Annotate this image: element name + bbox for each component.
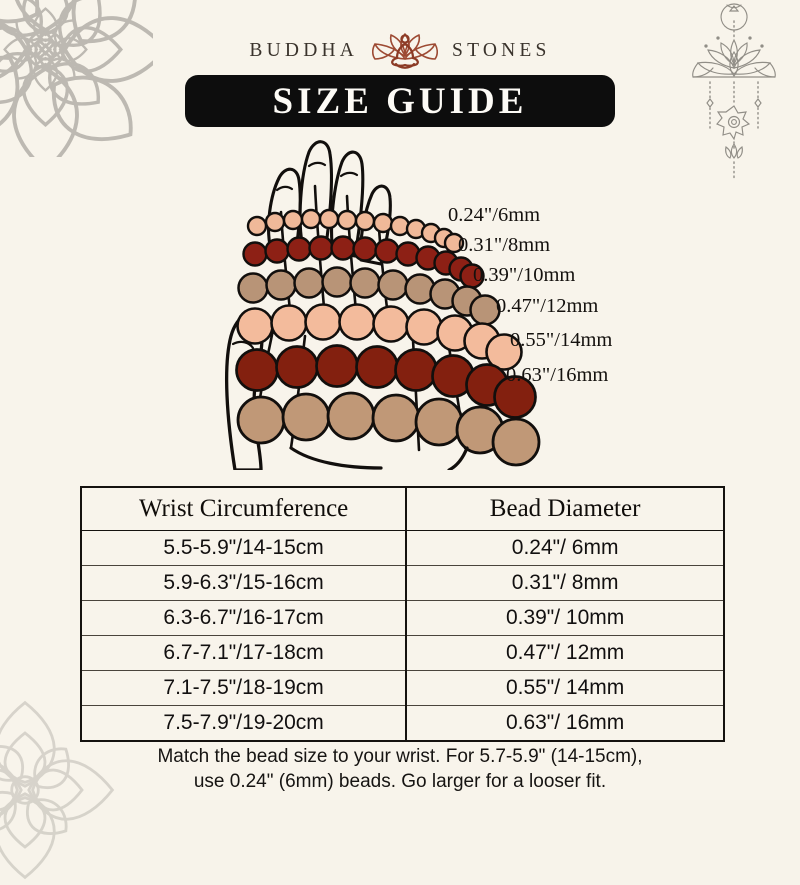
brand-word-right: STONES xyxy=(452,40,551,61)
table-row: 7.5-7.9"/19-20cm 0.63"/ 16mm xyxy=(81,705,724,741)
cell-wrist: 6.7-7.1"/17-18cm xyxy=(81,635,408,671)
cell-bead: 0.55"/ 14mm xyxy=(406,670,724,706)
cell-bead: 0.47"/ 12mm xyxy=(406,635,724,671)
page-title: SIZE GUIDE xyxy=(272,80,528,122)
column-header-bead-diameter: Bead Diameter xyxy=(406,487,724,531)
size-guide-banner: SIZE GUIDE xyxy=(185,75,615,127)
bead-label-10mm: 0.39"/10mm xyxy=(473,264,576,286)
lotus-ornament-icon xyxy=(692,3,776,179)
footer-line-1: Match the bead size to your wrist. For 5… xyxy=(157,746,643,767)
size-table: Wrist Circumference Bead Diameter 5.5-5.… xyxy=(80,486,725,742)
bead-label-6mm: 0.24"/6mm xyxy=(448,204,541,226)
cell-bead: 0.63"/ 16mm xyxy=(505,711,625,734)
cell-bead: 0.24"/ 6mm xyxy=(406,530,724,566)
cell-wrist: 5.9-6.3"/15-16cm xyxy=(81,565,408,601)
column-header-wrist-circumference: Wrist Circumference xyxy=(81,487,408,531)
table-row: 7.1-7.5"/18-19cm 0.55"/ 14mm xyxy=(81,670,724,706)
cell-wrist: 5.5-5.9"/14-15cm xyxy=(81,530,408,566)
cell-wrist: 6.3-6.7"/16-17cm xyxy=(81,600,408,636)
hand-wearing-bracelets-illustration xyxy=(195,130,615,470)
bead-label-16mm: 0.63"/16mm xyxy=(506,364,609,386)
bead-label-8mm: 0.31"/8mm xyxy=(458,234,551,256)
cell-wrist: 7.1-7.5"/18-19cm xyxy=(81,670,408,706)
footer-line-2: use 0.24" (6mm) beads. Go larger for a l… xyxy=(193,771,607,793)
brand-lockup: BUDDHA STONES xyxy=(0,28,800,74)
lotus-meditation-icon xyxy=(372,33,439,69)
table-row: 5.9-6.3"/15-16cm 0.31"/ 8mm xyxy=(81,565,724,601)
table-row: 5.5-5.9"/14-15cm 0.24"/ 6mm xyxy=(81,530,724,566)
bead-label-14mm: 0.55"/14mm xyxy=(510,329,613,351)
bead-label-12mm: 0.47"/12mm xyxy=(496,295,599,317)
footer-note: Match the bead size to your wrist. For 5… xyxy=(60,744,740,794)
mandala-icon xyxy=(0,0,153,157)
table-row: 6.7-7.1"/17-18cm 0.47"/ 12mm xyxy=(81,635,724,671)
table-row: 6.3-6.7"/16-17cm 0.39"/ 10mm xyxy=(81,600,724,636)
cell-bead: 0.39"/ 10mm xyxy=(406,600,724,636)
brand-word-left: BUDDHA xyxy=(249,40,359,61)
cell-wrist: 7.5-7.9"/19-20cm xyxy=(81,705,408,741)
cell-bead: 0.31"/ 8mm xyxy=(406,565,724,601)
table-header-row: Wrist Circumference Bead Diameter xyxy=(81,487,724,531)
